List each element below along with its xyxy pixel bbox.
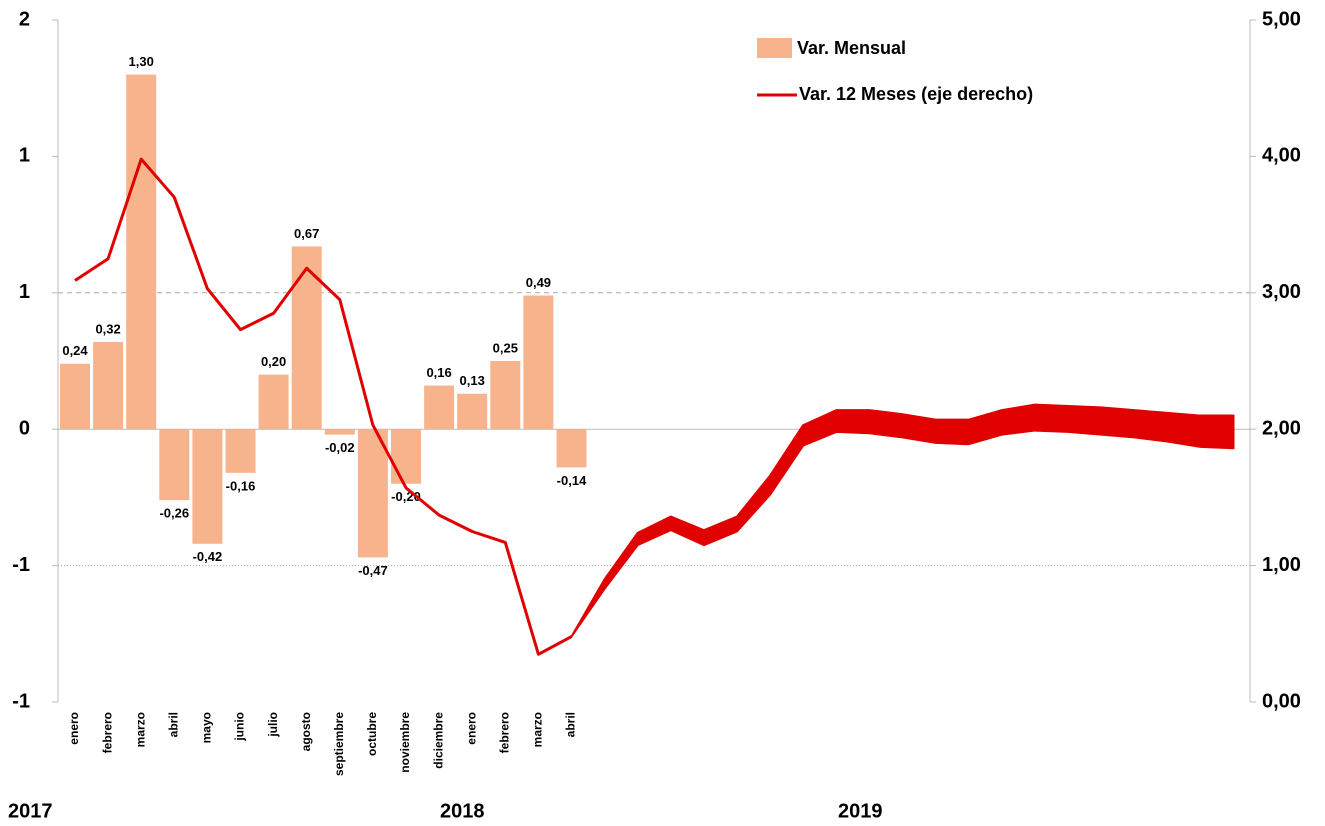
x-tick-label: agosto <box>299 712 313 751</box>
data-label: 0,16 <box>426 365 451 380</box>
x-tick-label: febrero <box>100 712 114 753</box>
y-tick-label: -1 <box>12 690 30 712</box>
data-label: 0,25 <box>493 340 518 355</box>
y-tick-label: 1 <box>19 281 30 303</box>
x-tick-label: julio <box>266 712 280 738</box>
x-tick-label: noviembre <box>398 712 412 773</box>
forecast-band <box>570 403 1235 638</box>
bar <box>391 429 421 484</box>
line <box>74 157 573 656</box>
year-label: 2017 <box>8 800 53 822</box>
data-label: 0,67 <box>294 226 319 241</box>
bar <box>324 429 355 435</box>
data-label: 1,30 <box>129 54 154 69</box>
bar <box>523 295 554 430</box>
y-tick-label: -1 <box>12 554 30 576</box>
data-label: 0,20 <box>261 354 286 369</box>
bar <box>60 363 90 430</box>
y2-tick-label: 3,00 <box>1262 281 1301 303</box>
data-label: -0,14 <box>557 473 587 488</box>
x-tick-label: mayo <box>200 712 214 743</box>
data-label: 0,32 <box>95 321 120 336</box>
bar <box>192 429 223 544</box>
y-tick-label: 2 <box>19 8 30 30</box>
y2-tick-label: 4,00 <box>1262 145 1301 167</box>
data-label: -0,26 <box>159 506 189 521</box>
x-tick-label: abril <box>166 712 180 737</box>
x-tick-label: enero <box>464 712 478 745</box>
legend-label: Var. Mensual <box>797 38 906 58</box>
x-tick-label: marzo <box>133 712 147 747</box>
legend-swatch <box>757 38 792 58</box>
bar <box>291 246 322 430</box>
bar <box>159 429 190 501</box>
bar <box>556 429 587 468</box>
data-label: 0,24 <box>62 343 88 358</box>
x-tick-label: enero <box>67 712 81 745</box>
bar <box>258 374 289 430</box>
y-tick-label: 1 <box>19 145 30 167</box>
x-tick-label: marzo <box>531 712 545 747</box>
data-label: -0,42 <box>193 549 223 564</box>
y2-tick-label: 0,00 <box>1262 690 1301 712</box>
x-tick-label: febrero <box>497 712 511 753</box>
data-label: -0,47 <box>358 563 388 578</box>
x-tick-label: diciembre <box>431 712 445 769</box>
data-label: -0,16 <box>226 478 256 493</box>
bar <box>424 385 455 430</box>
bar <box>357 429 388 558</box>
y2-tick-label: 5,00 <box>1262 8 1301 30</box>
x-tick-label: junio <box>233 712 247 742</box>
data-label: -0,02 <box>325 440 355 455</box>
legend-label: Var. 12 Meses (eje derecho) <box>799 84 1033 104</box>
data-label: 0,13 <box>460 373 485 388</box>
bar <box>93 341 124 430</box>
bar <box>126 74 157 430</box>
x-tick-label: septiembre <box>332 712 346 776</box>
bar <box>457 393 488 430</box>
year-label: 2019 <box>838 800 883 822</box>
x-tick-label: octubre <box>365 712 379 756</box>
bar <box>490 361 521 430</box>
x-tick-label: abril <box>564 712 578 737</box>
y2-tick-label: 2,00 <box>1262 417 1301 439</box>
y-tick-label: 0 <box>19 417 30 439</box>
data-label: 0,49 <box>526 275 551 290</box>
y2-tick-label: 1,00 <box>1262 554 1301 576</box>
year-label: 2018 <box>440 800 485 822</box>
bar <box>225 429 256 473</box>
